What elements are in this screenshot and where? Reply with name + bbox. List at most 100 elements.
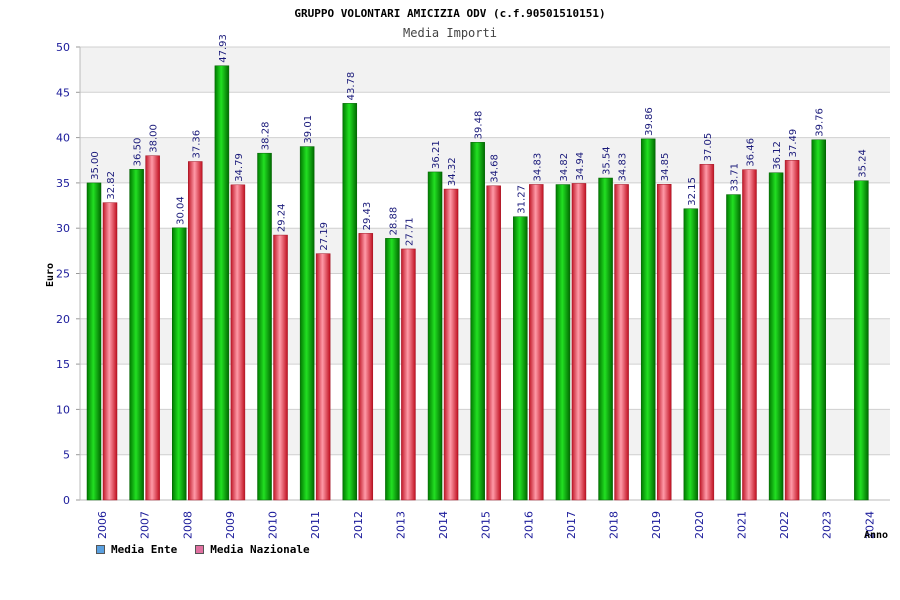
x-tick-label: 2014 [437, 511, 450, 539]
data-label-ente: 36.12 [772, 141, 783, 170]
legend-swatch-nazionale [195, 545, 205, 554]
bar-nazionale [102, 202, 118, 501]
bar-ente [385, 238, 400, 501]
bar-nazionale [614, 184, 629, 501]
y-tick-label: 40 [56, 132, 70, 145]
legend: Media Ente Media Nazionale [96, 543, 310, 556]
bar-nazionale [273, 234, 288, 501]
bar-nazionale [784, 160, 800, 501]
data-label-ente: 28.88 [388, 207, 399, 236]
y-tick-label: 10 [56, 403, 70, 416]
bar-nazionale [571, 183, 587, 501]
x-tick-label: 2022 [778, 511, 791, 539]
bar-ente [683, 208, 699, 501]
bar-ente [513, 216, 528, 501]
data-label-ente: 35.54 [602, 146, 613, 175]
bar-ente [470, 142, 485, 501]
bar-ente [726, 194, 741, 501]
data-label-nazionale: 37.36 [191, 130, 202, 159]
x-tick-label: 2009 [224, 511, 237, 539]
chart-subtitle: Media Importi [403, 26, 497, 40]
data-label-nazionale: 34.83 [532, 153, 543, 182]
bar-ente [129, 169, 144, 501]
plot-band [80, 47, 890, 93]
data-label-nazionale: 38.00 [149, 124, 160, 153]
data-label-ente: 33.71 [729, 163, 740, 192]
x-axis-label: Anno [864, 530, 888, 541]
data-label-nazionale: 34.79 [234, 153, 245, 182]
data-label-nazionale: 34.68 [490, 154, 501, 183]
x-tick-label: 2017 [565, 511, 578, 539]
x-tick-label: 2006 [96, 511, 109, 539]
bar-nazionale [486, 185, 501, 501]
data-label-ente: 35.00 [90, 151, 101, 180]
data-label-ente: 43.78 [346, 72, 357, 101]
x-tick-label: 2024 [863, 511, 876, 539]
y-tick-label: 35 [56, 177, 70, 190]
y-tick-label: 25 [56, 268, 70, 281]
data-label-ente: 39.76 [815, 108, 826, 137]
legend-label-nazionale: Media Nazionale [210, 543, 310, 556]
legend-item-ente: Media Ente [96, 543, 177, 556]
bar-nazionale [188, 161, 203, 501]
data-label-ente: 47.93 [218, 34, 229, 63]
y-tick-label: 20 [56, 313, 70, 326]
data-label-nazionale: 37.05 [703, 133, 714, 162]
bar-nazionale [230, 184, 246, 501]
data-label-nazionale: 34.32 [447, 157, 458, 186]
data-label-nazionale: 37.49 [788, 129, 799, 158]
data-label-ente: 36.21 [431, 140, 442, 169]
data-label-ente: 36.50 [133, 138, 144, 167]
bar-nazionale [443, 188, 459, 501]
data-label-nazionale: 27.71 [404, 217, 415, 246]
bar-ente [299, 146, 315, 501]
data-label-ente: 35.24 [857, 149, 868, 178]
data-label-nazionale: 34.85 [660, 153, 671, 182]
data-label-ente: 39.86 [644, 107, 655, 136]
data-label-ente: 39.48 [474, 111, 485, 140]
data-label-nazionale: 34.83 [618, 153, 629, 182]
x-tick-label: 2023 [821, 511, 834, 539]
x-tick-label: 2013 [394, 511, 407, 539]
bar-nazionale [315, 253, 331, 501]
bar-ente [854, 180, 869, 501]
data-label-nazionale: 36.46 [745, 138, 756, 167]
data-label-nazionale: 34.94 [575, 152, 586, 181]
legend-label-ente: Media Ente [111, 543, 178, 556]
x-tick-label: 2020 [693, 511, 706, 539]
y-tick-label: 5 [63, 449, 70, 462]
x-tick-label: 2015 [480, 511, 493, 539]
bar-ente [811, 139, 826, 501]
y-tick-label: 30 [56, 222, 70, 235]
bar-nazionale [529, 184, 544, 501]
bar-nazionale [401, 248, 416, 501]
bar-ente [768, 172, 784, 501]
data-label-ente: 34.82 [559, 153, 570, 182]
data-label-nazionale: 29.24 [277, 203, 288, 232]
x-tick-label: 2008 [181, 511, 194, 539]
plot-area: 0 5 10 15 20 25 30 35 40 45 50 35.00 32.82 2006 36.50 3… [56, 34, 890, 539]
bar-nazionale [656, 184, 672, 501]
data-label-nazionale: 32.82 [106, 171, 117, 200]
data-label-ente: 32.15 [687, 177, 698, 206]
y-tick-label: 0 [63, 494, 70, 507]
chart-title: GRUPPO VOLONTARI AMICIZIA ODV (c.f.90501… [294, 7, 605, 20]
bar-ente [257, 152, 272, 501]
y-tick-label: 15 [56, 358, 70, 371]
bar-ente [427, 171, 443, 501]
data-label-ente: 31.27 [516, 185, 527, 214]
x-tick-label: 2016 [522, 511, 535, 539]
x-tick-label: 2019 [650, 511, 663, 539]
bar-nazionale [742, 169, 757, 501]
bar-ente [342, 103, 358, 501]
bar-nazionale [699, 164, 715, 501]
bar-ente [598, 177, 613, 501]
data-label-nazionale: 27.19 [319, 222, 330, 251]
legend-swatch-ente [96, 545, 105, 554]
y-tick-label: 50 [56, 41, 70, 54]
data-label-nazionale: 29.43 [362, 202, 373, 231]
x-tick-label: 2018 [608, 511, 621, 539]
x-tick-label: 2007 [139, 511, 152, 539]
bar-ente [172, 227, 187, 501]
